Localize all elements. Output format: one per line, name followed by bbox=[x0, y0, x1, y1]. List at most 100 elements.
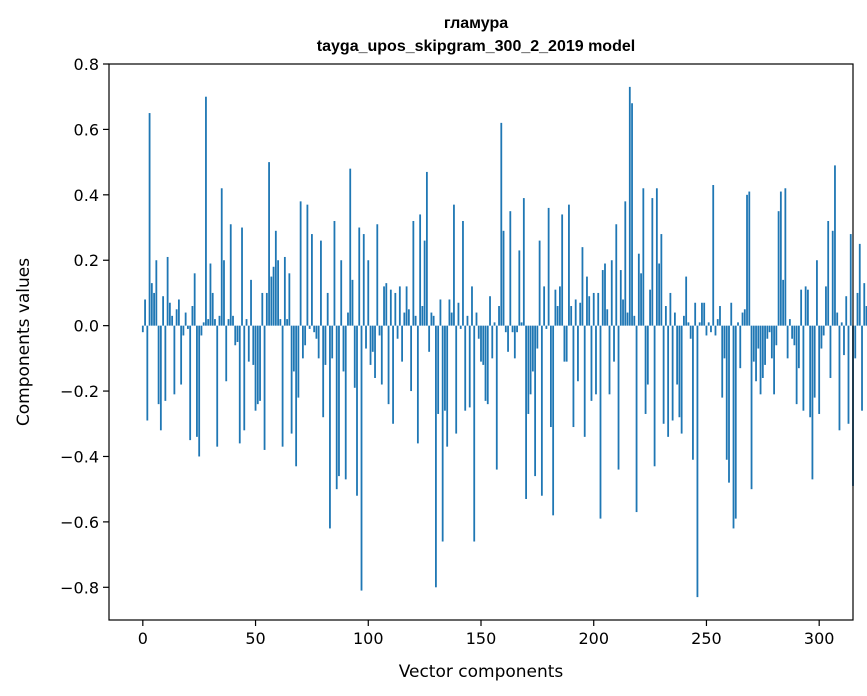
bar bbox=[676, 325, 679, 385]
bar bbox=[788, 319, 791, 326]
bar bbox=[301, 325, 304, 359]
x-axis-label: Vector components bbox=[399, 662, 564, 682]
bar bbox=[394, 292, 397, 326]
bar bbox=[279, 319, 282, 326]
bar bbox=[705, 325, 708, 336]
bar bbox=[531, 325, 534, 372]
bar bbox=[509, 211, 512, 326]
bar bbox=[685, 276, 688, 326]
y-axis-label: Components values bbox=[14, 258, 34, 426]
bar bbox=[511, 325, 514, 333]
bar bbox=[360, 325, 363, 591]
bar bbox=[646, 325, 649, 385]
y-tick-label: 0.4 bbox=[74, 186, 99, 205]
bar bbox=[401, 325, 403, 362]
bar bbox=[513, 325, 516, 359]
bar bbox=[604, 263, 606, 326]
bar bbox=[748, 191, 751, 326]
bar bbox=[162, 296, 165, 326]
bar bbox=[295, 325, 298, 467]
bar bbox=[635, 325, 638, 513]
bar bbox=[640, 273, 642, 326]
bar bbox=[209, 263, 212, 326]
bar bbox=[540, 325, 543, 496]
bar bbox=[858, 243, 861, 326]
bar bbox=[272, 266, 275, 326]
bar bbox=[502, 230, 505, 326]
bar bbox=[631, 103, 633, 326]
bar bbox=[570, 306, 573, 326]
bar bbox=[572, 325, 575, 428]
bar bbox=[308, 325, 311, 329]
bar bbox=[234, 325, 237, 346]
bar bbox=[543, 286, 546, 326]
bar bbox=[655, 188, 658, 326]
bar bbox=[843, 325, 845, 356]
bar bbox=[662, 325, 665, 424]
bar bbox=[538, 240, 541, 326]
bar bbox=[347, 312, 349, 326]
y-tick-label: −0.2 bbox=[60, 382, 99, 401]
bar bbox=[326, 292, 329, 326]
bar bbox=[590, 325, 593, 401]
bar bbox=[779, 191, 782, 326]
bar bbox=[241, 227, 243, 326]
bar bbox=[196, 325, 198, 437]
bar bbox=[583, 325, 586, 437]
bar bbox=[834, 165, 836, 326]
bar bbox=[261, 292, 264, 326]
y-tick-label: −0.6 bbox=[60, 513, 99, 532]
bar bbox=[563, 325, 566, 362]
bar bbox=[274, 230, 277, 326]
bar bbox=[270, 276, 273, 326]
bar bbox=[475, 312, 478, 326]
bar bbox=[678, 325, 681, 418]
bar bbox=[252, 325, 255, 365]
bar bbox=[484, 325, 487, 401]
bar bbox=[737, 322, 739, 326]
bar bbox=[669, 292, 672, 326]
bar bbox=[673, 312, 676, 326]
bar bbox=[153, 292, 155, 326]
bar bbox=[146, 325, 149, 421]
bar bbox=[504, 325, 507, 333]
bar bbox=[259, 325, 261, 401]
bar bbox=[608, 325, 611, 395]
bar bbox=[423, 240, 426, 326]
bar bbox=[784, 188, 787, 326]
bar bbox=[207, 319, 210, 326]
bar bbox=[473, 325, 476, 542]
bar bbox=[559, 286, 561, 326]
bar bbox=[214, 319, 216, 326]
y-tick-label: 0.6 bbox=[74, 120, 99, 139]
bar bbox=[376, 224, 379, 326]
bar bbox=[628, 86, 631, 326]
bar bbox=[649, 289, 651, 326]
bar bbox=[193, 273, 196, 326]
bar bbox=[256, 325, 259, 405]
bar bbox=[173, 325, 176, 395]
bar bbox=[838, 325, 841, 431]
bar bbox=[554, 289, 557, 326]
bar bbox=[166, 256, 169, 326]
bar bbox=[734, 325, 737, 519]
bar bbox=[547, 207, 550, 326]
bar bbox=[482, 325, 485, 365]
bar bbox=[171, 315, 174, 326]
bar bbox=[680, 325, 683, 434]
bar bbox=[773, 325, 775, 395]
bar bbox=[653, 325, 656, 467]
bar bbox=[795, 325, 798, 405]
bar bbox=[205, 96, 207, 326]
bar bbox=[622, 299, 624, 326]
bar bbox=[719, 306, 721, 326]
bar bbox=[520, 322, 523, 326]
bar bbox=[658, 263, 661, 326]
bar bbox=[223, 260, 225, 326]
bar bbox=[581, 247, 584, 326]
bar bbox=[507, 325, 509, 352]
bar bbox=[586, 276, 588, 326]
bar bbox=[392, 325, 394, 424]
bar bbox=[480, 325, 482, 362]
